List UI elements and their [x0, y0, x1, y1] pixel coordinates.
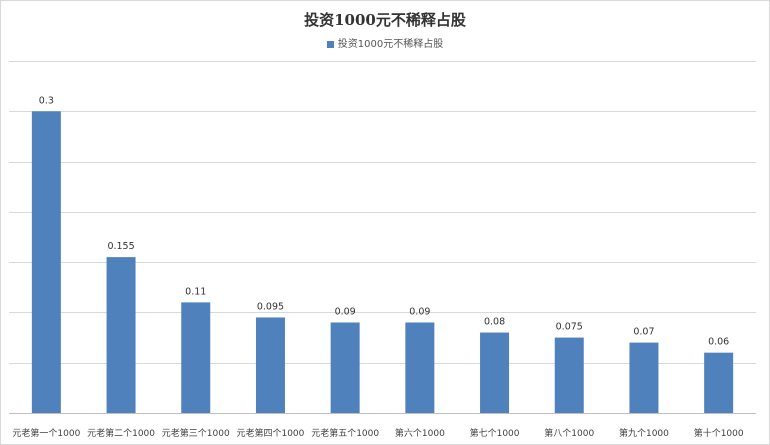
x-tick-label: 第九个1000: [619, 427, 669, 439]
x-tick-label: 元老第四个1000: [236, 427, 304, 439]
legend: 投资1000元不稀释占股: [1, 35, 769, 50]
bar: [255, 317, 285, 413]
x-tick-label: 第六个1000: [395, 427, 445, 439]
data-label: 0.155: [107, 241, 134, 252]
x-tick-label: 元老第一个1000: [12, 427, 80, 439]
bar: [31, 111, 61, 414]
data-label: 0.11: [185, 286, 206, 297]
legend-label: 投资1000元不稀释占股: [337, 39, 444, 50]
x-tick-label: 元老第二个1000: [87, 427, 155, 439]
bar: [629, 342, 659, 413]
chart-title: 投资1000元不稀释占股: [304, 11, 466, 29]
x-tick-label: 元老第三个1000: [162, 427, 230, 439]
bar: [106, 257, 136, 413]
bar: [480, 332, 510, 413]
legend-swatch: [326, 40, 334, 48]
data-label: 0.09: [409, 306, 430, 317]
bar: [554, 337, 584, 413]
x-tick-label: 元老第五个1000: [311, 427, 379, 439]
data-label: 0.07: [633, 327, 654, 338]
data-label: 0.3: [39, 95, 54, 106]
x-tick-label: 第八个1000: [544, 427, 594, 439]
x-tick-label: 第七个1000: [470, 427, 520, 439]
bar: [704, 352, 734, 413]
x-tick-label: 第十个1000: [694, 427, 744, 439]
bar: [181, 302, 211, 413]
bar: [405, 322, 435, 413]
data-label: 0.09: [335, 306, 356, 317]
data-label: 0.08: [484, 317, 505, 328]
data-label: 0.095: [257, 301, 284, 312]
data-label: 0.06: [708, 337, 729, 348]
data-label: 0.075: [556, 322, 583, 333]
bar: [330, 322, 360, 413]
